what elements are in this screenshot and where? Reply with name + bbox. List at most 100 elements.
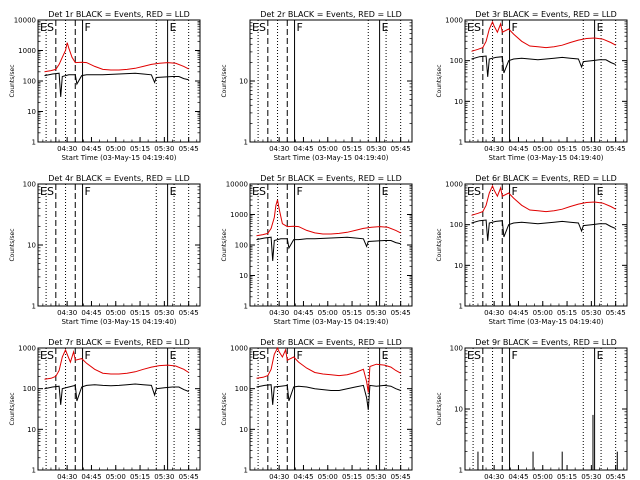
marker-label-es: ES (252, 21, 266, 34)
x-tick-label: 04:45 (293, 145, 313, 153)
y-axis-label: Counts/sec (221, 392, 228, 425)
marker-label-e: E (170, 349, 177, 362)
x-tick-label: 05:15 (557, 473, 577, 480)
x-tick-label: 05:15 (557, 145, 577, 153)
panel-det-1: Det 1r BLACK = Events, RED = LLD ES F E 1 10 1… (9, 10, 201, 162)
marker-label-f: F (297, 349, 303, 362)
y-tick-label: 10 (27, 242, 36, 250)
x-tick-label: 05:15 (342, 309, 362, 317)
marker-label-e: E (170, 185, 177, 198)
marker-label-f: F (85, 185, 91, 198)
x-tick-label: 04:45 (293, 473, 313, 480)
marker-label-es: ES (40, 21, 54, 34)
y-tick-label: 10 (239, 78, 248, 86)
y-axis-label: Counts/sec (436, 392, 443, 425)
x-tick-label: 05:30 (581, 309, 601, 317)
y-tick-label: 1 (459, 139, 463, 147)
x-tick-label: 05:00 (533, 145, 553, 153)
panel-title: Det 1r BLACK = Events, RED = LLD (48, 10, 190, 19)
x-axis-label: Start Time (03-May-15 04:19:40) (488, 318, 603, 326)
x-tick-label: 05:30 (366, 309, 386, 317)
x-tick-label: 04:30 (57, 309, 77, 317)
y-tick-label: 100 (23, 385, 36, 393)
marker-label-e: E (597, 185, 604, 198)
panel-det-2: Det 2r BLACK = Events, RED = LLD ES F E 1 10 0… (221, 10, 413, 162)
x-tick-label: 05:15 (130, 309, 150, 317)
marker-label-e: E (382, 349, 389, 362)
x-tick-label: 05:45 (179, 145, 199, 153)
y-tick-label: 10 (27, 108, 36, 116)
panel-title: Det 5r BLACK = Events, RED = LLD (260, 174, 402, 183)
marker-label-f: F (297, 21, 303, 34)
series-events (471, 219, 616, 241)
x-tick-label: 05:15 (130, 145, 150, 153)
x-tick-label: 04:45 (81, 473, 101, 480)
marker-label-e: E (382, 21, 389, 34)
marker-label-f: F (85, 349, 91, 362)
x-tick-label: 05:45 (606, 309, 626, 317)
marker-label-es: ES (40, 349, 54, 362)
x-tick-label: 04:30 (484, 145, 504, 153)
x-tick-label: 05:00 (106, 473, 126, 480)
y-tick-label: 10 (27, 426, 36, 434)
x-tick-label: 05:00 (318, 309, 338, 317)
x-tick-label: 04:30 (57, 145, 77, 153)
y-tick-label: 1000 (445, 181, 463, 189)
panel-title: Det 3r BLACK = Events, RED = LLD (475, 10, 617, 19)
x-tick-label: 04:45 (508, 145, 528, 153)
marker-label-es: ES (467, 349, 481, 362)
x-tick-label: 05:15 (557, 309, 577, 317)
panel-title: Det 2r BLACK = Events, RED = LLD (260, 10, 402, 19)
x-tick-label: 05:45 (179, 309, 199, 317)
panel-det-8: Det 8r BLACK = Events, RED = LLD ES F E 1 10 1… (221, 338, 413, 480)
x-tick-label: 05:45 (179, 473, 199, 480)
y-tick-label: 100 (235, 242, 248, 250)
x-axis-label: Start Time (03-May-15 04:19:40) (488, 154, 603, 162)
y-tick-label: 100 (23, 78, 36, 86)
x-tick-label: 04:30 (57, 473, 77, 480)
x-tick-label: 04:30 (484, 309, 504, 317)
marker-label-f: F (297, 185, 303, 198)
x-tick-label: 05:00 (533, 309, 553, 317)
y-tick-label: 1000 (18, 345, 36, 353)
series-lld (471, 184, 616, 216)
x-tick-label: 05:45 (606, 473, 626, 480)
x-tick-label: 05:00 (318, 145, 338, 153)
y-tick-label: 1000 (445, 17, 463, 25)
series-events (44, 383, 189, 405)
y-tick-label: 100 (450, 345, 463, 353)
plot-frame (464, 19, 628, 143)
panel-title: Det 9r BLACK = Events, RED = LLD (475, 338, 617, 347)
y-tick-label: 100 (450, 57, 463, 65)
y-tick-label: 1 (244, 139, 248, 147)
y-tick-label: 100 (450, 221, 463, 229)
plot-frame (249, 347, 413, 471)
x-tick-label: 05:00 (106, 309, 126, 317)
x-tick-label: 04:30 (269, 309, 289, 317)
x-axis-label: Start Time (03-May-15 04:19:40) (273, 154, 388, 162)
panel-title: Det 4r BLACK = Events, RED = LLD (48, 174, 190, 183)
marker-label-f: F (512, 349, 518, 362)
panel-title: Det 6r BLACK = Events, RED = LLD (475, 174, 617, 183)
series-lld (44, 42, 189, 73)
panel-det-4: Det 4r BLACK = Events, RED = LLD ES F E 1 10 1… (9, 174, 201, 326)
x-tick-label: 05:30 (154, 145, 174, 153)
x-tick-label: 05:15 (342, 145, 362, 153)
plot-frame (37, 183, 201, 307)
x-tick-label: 05:30 (581, 145, 601, 153)
x-tick-label: 05:30 (366, 473, 386, 480)
y-axis-label: Counts/sec (436, 228, 443, 261)
series-lld (44, 348, 189, 380)
x-tick-label: 04:30 (269, 473, 289, 480)
y-axis-label: Counts/sec (9, 392, 16, 425)
marker-label-e: E (597, 21, 604, 34)
marker-label-e: E (170, 21, 177, 34)
y-tick-label: 1 (32, 303, 36, 311)
series-events (471, 55, 616, 77)
plot-frame (249, 19, 413, 143)
y-tick-label: 10 (454, 262, 463, 270)
marker-label-es: ES (252, 349, 266, 362)
y-tick-label: 100 (23, 181, 36, 189)
marker-label-es: ES (467, 185, 481, 198)
marker-label-e: E (382, 185, 389, 198)
